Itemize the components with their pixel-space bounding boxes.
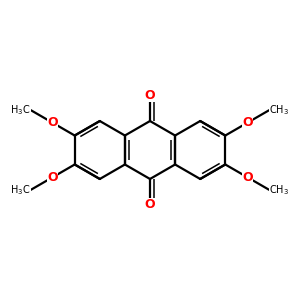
Text: O: O — [242, 171, 253, 184]
Text: O: O — [145, 89, 155, 102]
Text: H$_3$C: H$_3$C — [10, 183, 31, 197]
Text: O: O — [242, 116, 253, 129]
Text: O: O — [145, 198, 155, 211]
Text: O: O — [47, 171, 58, 184]
Text: CH$_3$: CH$_3$ — [269, 183, 290, 197]
Text: H$_3$C: H$_3$C — [10, 103, 31, 117]
Text: CH$_3$: CH$_3$ — [269, 103, 290, 117]
Text: O: O — [47, 116, 58, 129]
